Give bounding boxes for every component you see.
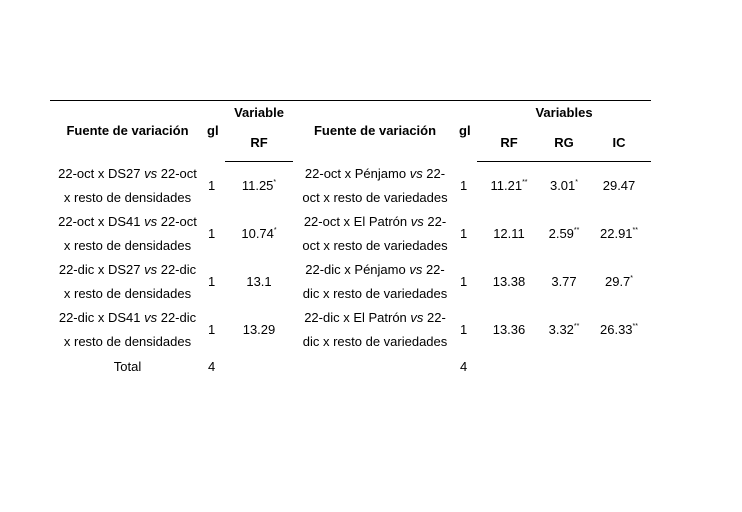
rf-left-cell: 13.1 [246, 274, 272, 289]
total-empty-cell [541, 354, 587, 380]
total-gl-right: 4 [460, 359, 468, 374]
fuente-right-cell: 22-oct x Pénjamo vs 22- oct x resto de va… [302, 165, 448, 205]
total-label: Total [113, 359, 142, 374]
gl-right-cell: 1 [460, 322, 468, 337]
rf-right-cell: 13.38 [492, 274, 526, 289]
header-gl-right: gl [457, 100, 477, 162]
total-empty-cell [477, 354, 541, 380]
rf-right-cell: 11.21** [490, 178, 528, 193]
header-variable: Variable [225, 100, 293, 125]
total-empty-cell [293, 354, 457, 380]
table-row: 22-dic x DS27 vs 22-dic x resto de densid… [50, 258, 651, 306]
gl-right-cell: 1 [460, 177, 468, 193]
gl-right-cell: 1 [460, 274, 468, 289]
ic-cell: 26.33** [600, 322, 638, 337]
table-row: 22-oct x DS41 vs 22-oct x resto de densid… [50, 210, 651, 258]
rf-left-cell: 10.74* [241, 226, 277, 241]
gl-left-cell: 1 [208, 177, 216, 193]
gl-right-cell: 1 [460, 226, 468, 241]
rf-right-cell: 12.11 [493, 226, 525, 241]
fuente-left-cell: 22-dic x DS41 vs 22-dic x resto de densid… [58, 310, 197, 349]
table-row: 22-oct x DS27 vs 22-oct x resto de densid… [50, 162, 651, 211]
rf-left-cell: 13.29 [242, 322, 276, 337]
table-row: 22-dic x DS41 vs 22-dic x resto de densid… [50, 306, 651, 354]
anova-table: Fuente de variación gl Variable Fuente d… [50, 100, 652, 380]
total-empty-cell [225, 354, 293, 380]
rf-right-cell: 13.36 [492, 322, 526, 337]
total-empty-cell [587, 354, 651, 380]
header-rf-right: RF [477, 125, 541, 162]
rg-cell: 3.32** [548, 322, 580, 337]
ic-cell: 29.7* [604, 274, 634, 289]
total-row: Total 4 4 [50, 354, 651, 380]
gl-left-cell: 1 [208, 322, 216, 337]
header-row-sub: RF RF RG IC [50, 125, 652, 162]
fuente-left-cell: 22-oct x DS27 vs 22-oct x resto de densid… [58, 165, 197, 205]
rf-left-cell: 11.25* [241, 178, 277, 193]
header-ic: IC [587, 125, 652, 162]
header-fuente-left: Fuente de variación [50, 100, 205, 162]
header-rf-left: RF [225, 125, 293, 162]
fuente-right-cell: 22-oct x El Patrón vs 22- oct x resto de … [302, 214, 448, 253]
gl-left-cell: 1 [208, 226, 216, 241]
fuente-left-cell: 22-oct x DS41 vs 22-oct x resto de densid… [58, 214, 197, 253]
rg-cell: 3.01* [549, 178, 579, 193]
header-rg: RG [541, 125, 587, 162]
header-variables: Variables [477, 100, 652, 125]
header-gl-left: gl [205, 100, 225, 162]
ic-cell: 29.47 [602, 178, 636, 193]
anova-table-container: Fuente de variación gl Variable Fuente d… [50, 100, 652, 380]
header-row-top: Fuente de variación gl Variable Fuente d… [50, 100, 652, 162]
total-gl-left: 4 [208, 359, 216, 374]
rg-cell: 2.59** [548, 226, 580, 241]
header-fuente-right: Fuente de variación [293, 100, 457, 162]
gl-left-cell: 1 [208, 274, 216, 289]
fuente-right-cell: 22-dic x Pénjamo vs 22- dic x resto de va… [302, 262, 448, 301]
ic-cell: 22.91** [600, 226, 638, 241]
rg-cell: 3.77 [551, 274, 577, 289]
fuente-left-cell: 22-dic x DS27 vs 22-dic x resto de densid… [58, 262, 197, 301]
fuente-right-cell: 22-dic x El Patrón vs 22- dic x resto de … [302, 310, 448, 349]
